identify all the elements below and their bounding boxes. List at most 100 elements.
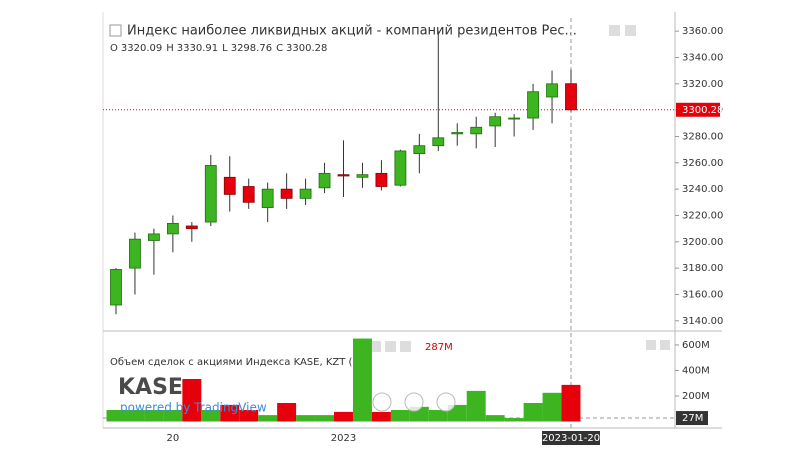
y-tick-label: 3140.00: [682, 316, 723, 327]
logo: KASE: [118, 375, 183, 400]
candle-body: [280, 188, 293, 199]
volume-bar: [447, 404, 467, 422]
volume-last-value: 287M: [425, 342, 453, 353]
close-icon[interactable]: [625, 25, 636, 36]
volume-bar: [390, 410, 410, 422]
settings-icon[interactable]: [609, 25, 620, 36]
volume-bar: [504, 418, 524, 422]
zoom-controls: [372, 392, 456, 412]
y-tick-label: 3160.00: [682, 289, 723, 300]
y-tick-label: 3320.00: [682, 79, 723, 90]
zoom-in[interactable]: [436, 392, 456, 412]
volume-bar: [220, 404, 240, 422]
y-tick-label: 3260.00: [682, 158, 723, 169]
y-tick-label: 200M: [682, 391, 710, 402]
candle-body: [413, 145, 426, 154]
y-tick-label: 3340.00: [682, 52, 723, 63]
candle-body: [299, 188, 312, 199]
volume-bar: [125, 410, 145, 422]
ohlc-legend: O 3320.09 H 3330.91 L 3298.76 C 3300.28: [110, 43, 327, 54]
volume-marker-box: [676, 411, 708, 426]
candle-body: [337, 174, 350, 177]
candle-body: [394, 150, 407, 186]
plot: 3140.00 3160.00 3180.00 3200.00 3220.00 3240.…: [103, 18, 723, 445]
volume-bar: [163, 410, 183, 422]
ohlc-value: 3330.91: [177, 43, 218, 54]
candle-body: [110, 269, 122, 306]
reset[interactable]: [404, 392, 424, 412]
y-tick-label: 3240.00: [682, 184, 723, 195]
candle-body: [242, 186, 255, 203]
candle-body: [166, 222, 179, 235]
ohlc-letter: O: [110, 43, 118, 54]
candle-body: [356, 174, 369, 178]
watermark: powered by TradingView: [120, 401, 267, 415]
volume-bar: [144, 410, 164, 422]
candle-body: [148, 233, 160, 241]
volume-bar: [277, 402, 297, 422]
candle-body: [185, 225, 198, 230]
last-price-box: [676, 102, 720, 117]
y-tick-label: 3200.00: [682, 237, 723, 248]
x-tick-label: 20: [167, 433, 180, 444]
zoom-out[interactable]: [372, 392, 392, 412]
volume-bar: [296, 415, 316, 422]
volume-bar: [352, 338, 372, 422]
candle-body: [527, 91, 539, 119]
volume-bar: [334, 411, 353, 422]
ohlc-letter: L: [222, 43, 228, 54]
volume-bar: [239, 410, 259, 422]
candle-body: [318, 172, 331, 189]
ohlc-value: 3298.76: [231, 43, 272, 54]
volume-bar: [201, 410, 221, 422]
candle-body: [565, 83, 577, 111]
candle-body: [129, 238, 141, 269]
volume-bar: [561, 384, 581, 422]
y-tick-label: 3360.00: [682, 26, 723, 37]
candle-body: [546, 83, 558, 98]
candle-body: [451, 132, 464, 135]
volume-icon[interactable]: [370, 341, 381, 352]
volume-bar: [258, 415, 278, 422]
volume-bar: [371, 411, 391, 422]
volume-icon[interactable]: [385, 341, 396, 352]
volume-bar: [315, 415, 335, 422]
volume-bar: [523, 402, 543, 422]
candle-body: [223, 176, 236, 195]
chart-title: Индекс наиболее ликвидных акций - компан…: [127, 24, 577, 39]
y-tick-label: 600M: [682, 340, 710, 351]
volume-bar: [106, 410, 126, 422]
volume-marker-label: 27M: [682, 413, 703, 424]
last-price-label: 3300.28: [682, 105, 723, 116]
ohlc-value: 3320.09: [121, 43, 162, 54]
volume-bar: [485, 415, 505, 422]
ohlc-value: 3300.28: [286, 43, 327, 54]
y-tick-label: 400M: [682, 365, 710, 376]
candle-body: [508, 117, 521, 120]
volume-bar: [428, 410, 448, 422]
x-tick-label: 2023: [331, 433, 356, 444]
y-tick-label: 3180.00: [682, 263, 723, 274]
candle-body: [375, 172, 388, 187]
candle-body: [470, 126, 483, 135]
candle-body: [489, 116, 502, 127]
candle-body: [432, 137, 445, 147]
candle-body: [261, 188, 274, 208]
x-tick-label: 2023-01-20: [542, 433, 600, 444]
volume-bar: [542, 392, 562, 422]
y-tick-label: 3220.00: [682, 210, 723, 221]
collapse-icon[interactable]: [109, 24, 122, 37]
pane-down[interactable]: [660, 340, 670, 350]
volume-bar: [182, 379, 202, 422]
ohlc-letter: C: [276, 43, 283, 54]
crosshair-date-box: [542, 431, 600, 445]
volume-title: Объем сделок с акциями Индекса KASE, KZT…: [110, 357, 369, 368]
candle-body: [204, 165, 217, 223]
volume-bar: [466, 390, 486, 422]
volume-icon[interactable]: [400, 341, 411, 352]
ohlc-letter: H: [166, 43, 174, 54]
y-tick-label: 3280.00: [682, 131, 723, 142]
pane-up[interactable]: [646, 340, 656, 350]
